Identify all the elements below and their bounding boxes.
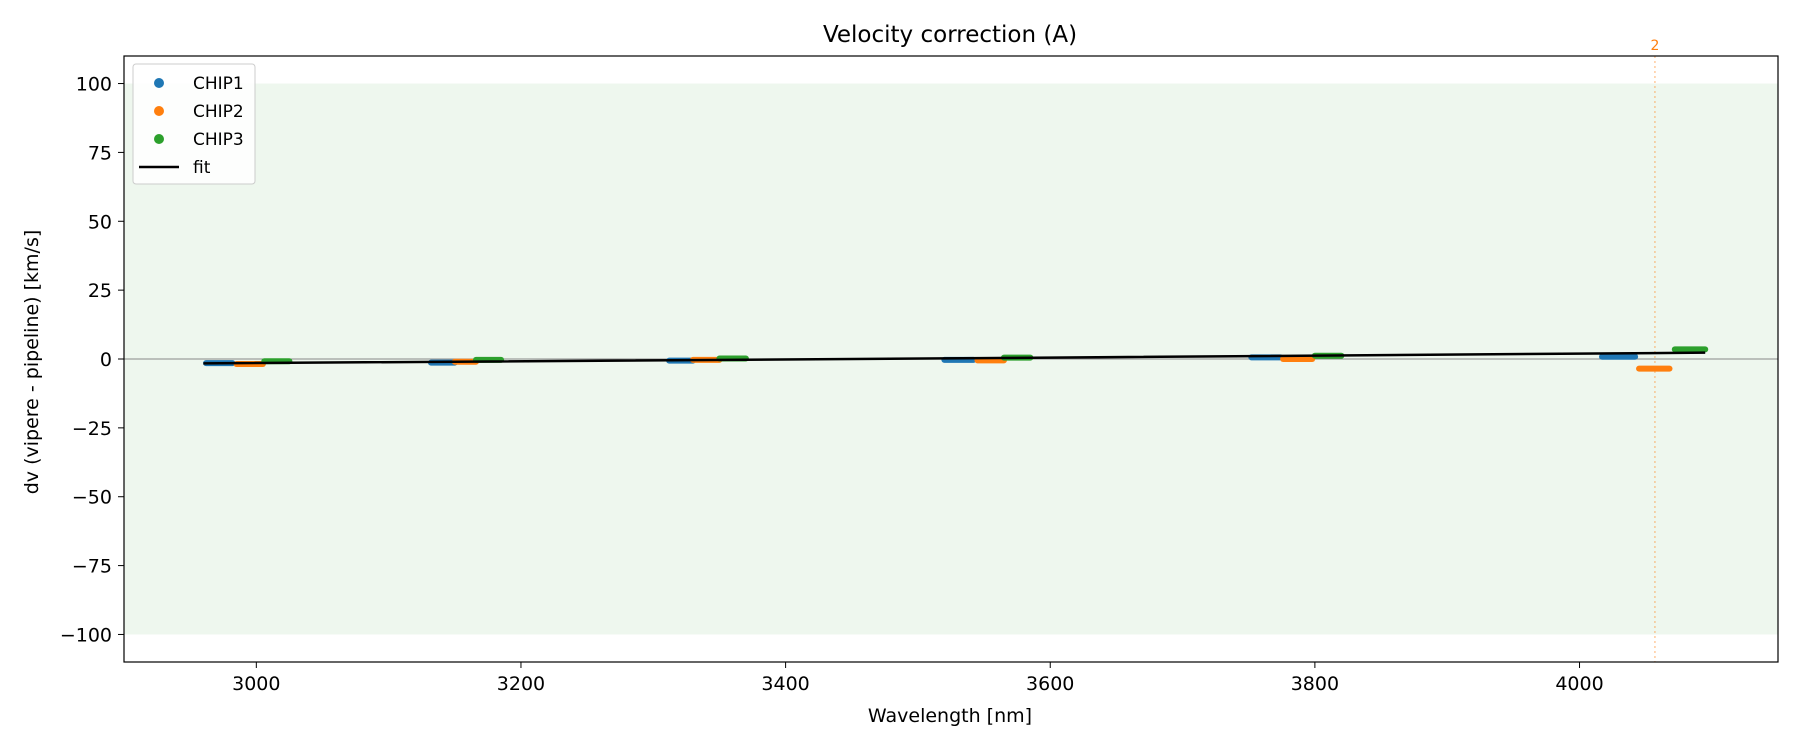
y-tick-label: −100	[60, 624, 112, 646]
chart-title: Velocity correction (A)	[823, 22, 1077, 48]
x-tick-label: 3800	[1291, 673, 1339, 695]
y-axis-label: dv (vipere - pipeline) [km/s]	[21, 230, 43, 495]
annotation-label: 2	[1650, 38, 1659, 54]
legend-marker-chip2	[154, 106, 164, 116]
legend: CHIP1 CHIP2 CHIP3 fit	[132, 63, 256, 185]
y-tick-label: −25	[72, 418, 112, 440]
y-tick-label: 75	[88, 142, 112, 164]
x-tick-label: 3600	[1026, 673, 1074, 695]
x-axis-label: Wavelength [nm]	[868, 705, 1032, 727]
fit-line	[203, 351, 1706, 365]
y-tick-label: 0	[100, 349, 112, 371]
legend-label-chip2: CHIP2	[193, 102, 244, 122]
legend-label-fit: fit	[193, 158, 211, 178]
x-tick-label: 3200	[497, 673, 545, 695]
legend-box	[132, 63, 256, 185]
y-tick-label: 100	[76, 74, 112, 96]
y-tick-label: −50	[72, 487, 112, 509]
x-tick-label: 3400	[761, 673, 809, 695]
y-tick-label: −75	[72, 556, 112, 578]
legend-marker-chip1	[154, 78, 164, 88]
x-tick-label: 3000	[232, 673, 280, 695]
legend-label-chip3: CHIP3	[193, 130, 244, 150]
y-tick-label: 25	[88, 280, 112, 302]
y-tick-label: 50	[88, 211, 112, 233]
legend-marker-chip3	[154, 134, 164, 144]
plot-area: 2 3000 3200 3400 3600 3800 4000 100 75 50 25 0 −25 −5…	[60, 38, 1779, 695]
legend-label-chip1: CHIP1	[193, 74, 244, 94]
x-tick-label: 4000	[1555, 673, 1603, 695]
